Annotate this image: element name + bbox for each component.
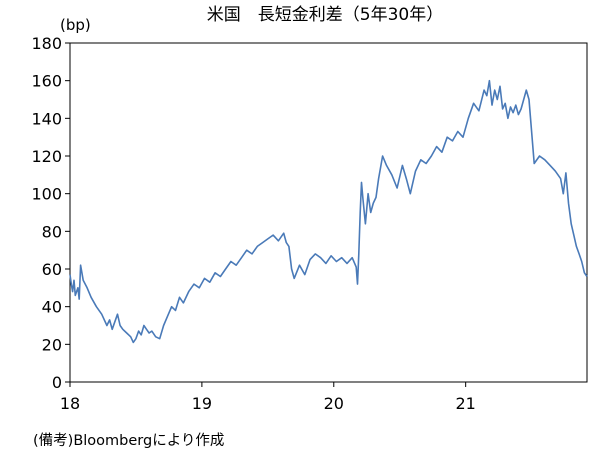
y-tick-label: 60 — [42, 260, 62, 279]
x-tick-label: 18 — [60, 394, 80, 413]
plot-frame — [69, 42, 588, 383]
x-tick-label: 19 — [192, 394, 212, 413]
y-axis-ticks: 0 20 40 60 80 100 120 140 160 180 — [31, 34, 70, 392]
chart-title: 米国 長短金利差（5年30年） — [207, 5, 443, 25]
y-tick-label: 120 — [31, 147, 62, 166]
y-tick-label: 40 — [42, 298, 62, 317]
y-tick-label: 160 — [31, 72, 62, 91]
x-tick-label: 20 — [324, 394, 344, 413]
y-tick-label: 0 — [52, 373, 62, 392]
y-tick-label: 20 — [42, 335, 62, 354]
y-tick-label: 180 — [31, 34, 62, 53]
x-axis-ticks: 18 19 20 21 — [60, 382, 476, 413]
x-tick-label: 21 — [455, 394, 475, 413]
y-tick-label: 140 — [31, 109, 62, 128]
source-note: (備考)Bloombergにより作成 — [33, 432, 224, 449]
y-tick-label: 100 — [31, 185, 62, 204]
series-line — [69, 79, 588, 344]
y-tick-label: 80 — [42, 222, 62, 241]
y-axis-unit: (bp) — [60, 16, 91, 34]
